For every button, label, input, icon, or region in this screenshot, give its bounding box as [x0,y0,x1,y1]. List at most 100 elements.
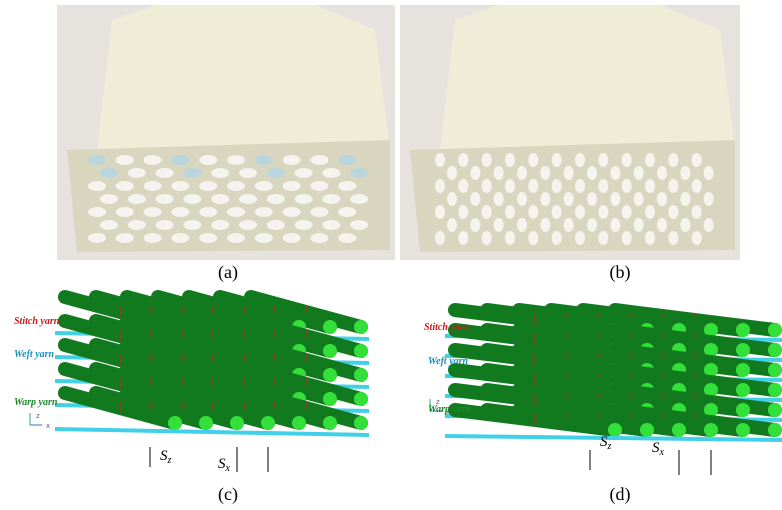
foam-cell [211,168,229,178]
warp-end [354,344,368,358]
foam-cell [587,218,597,232]
warp-end [323,368,337,382]
foam-cell [657,166,667,180]
foam-cell [482,153,492,167]
foam-cell [310,207,328,217]
foam-cell [575,231,585,245]
foam-cell [668,231,678,245]
foam-cell [435,153,445,167]
foam-cell [283,207,301,217]
foam-cell [668,153,678,167]
foam-cell [295,168,313,178]
axis-label: z [436,398,440,406]
yarn-label: Weft yarn [428,356,469,367]
warp-end [323,320,337,334]
foam-cell [116,155,134,165]
foam-cell [283,181,301,191]
page: {"photos": [{"label": "(a)"}, {"label": … [0,0,782,510]
panel-label: (c) [218,484,238,505]
foam-cell [322,194,340,204]
warp-end [736,383,750,397]
foam-cell [528,205,538,219]
foam-cell [645,205,655,219]
foam-cell [657,218,667,232]
yarn-label: Stitch yarn [14,316,60,327]
foam-cell [540,192,550,206]
foam-cell [622,153,632,167]
foam-cell [680,166,690,180]
foam-cell [239,194,257,204]
foam-cell [692,153,702,167]
foam-cell [447,218,457,232]
foam-cell [183,168,201,178]
foam-cell [528,231,538,245]
foam-cell [622,179,632,193]
foam-cell [540,166,550,180]
foam-cell [338,155,356,165]
warp-end [354,416,368,430]
foam-cell [692,179,702,193]
foam-cell [255,181,273,191]
warp-end [704,423,718,437]
foam-cell [482,205,492,219]
warp-end [736,323,750,337]
foam-cell [199,181,217,191]
warp-end [199,416,213,430]
warp-end [640,423,654,437]
subscript: z [607,441,612,452]
panel-label: (b) [610,262,631,283]
foam-cell [587,192,597,206]
yarn-label: Warp yarn [14,397,58,408]
warp-end [768,403,782,417]
foam-cell [88,207,106,217]
foam-cell [211,194,229,204]
foam-cell [338,233,356,243]
foam-cell [634,218,644,232]
foam-cell [458,231,468,245]
foam-cell [128,220,146,230]
foam-cell [668,205,678,219]
warp-end [608,423,622,437]
foam-cell [645,153,655,167]
foam-cell [704,166,714,180]
warp-end [768,323,782,337]
foam-cell [482,231,492,245]
warp-end [354,368,368,382]
foam-cell [350,220,368,230]
foam-cell [144,233,162,243]
warp-end [292,416,306,430]
foam-cell [144,207,162,217]
foam-cell [692,205,702,219]
warp-end [736,343,750,357]
foam-cell [100,194,118,204]
foam-cell [610,166,620,180]
warp-end [736,403,750,417]
foam-cell [692,231,702,245]
foam-cell [622,205,632,219]
foam-cell [482,179,492,193]
foam-cell [310,233,328,243]
foam-cell [227,155,245,165]
foam-cell [517,192,527,206]
warp-end [768,423,782,437]
foam-cell [517,166,527,180]
foam-cell [310,181,328,191]
foam-cell [552,179,562,193]
warp-end [736,423,750,437]
spacing-label: Sz [160,448,172,466]
foam-cell [199,207,217,217]
foam-cell [183,220,201,230]
foam-cell [598,205,608,219]
foam-cell [183,194,201,204]
foam-cell [575,179,585,193]
warp-end [230,416,244,430]
foam-cell [295,220,313,230]
warp-end [323,392,337,406]
foam-cell [283,233,301,243]
warp-end [261,416,275,430]
foam-cell [458,205,468,219]
warp-end [768,383,782,397]
photos [57,5,740,260]
foam-cell [156,220,174,230]
foam-cell [458,153,468,167]
